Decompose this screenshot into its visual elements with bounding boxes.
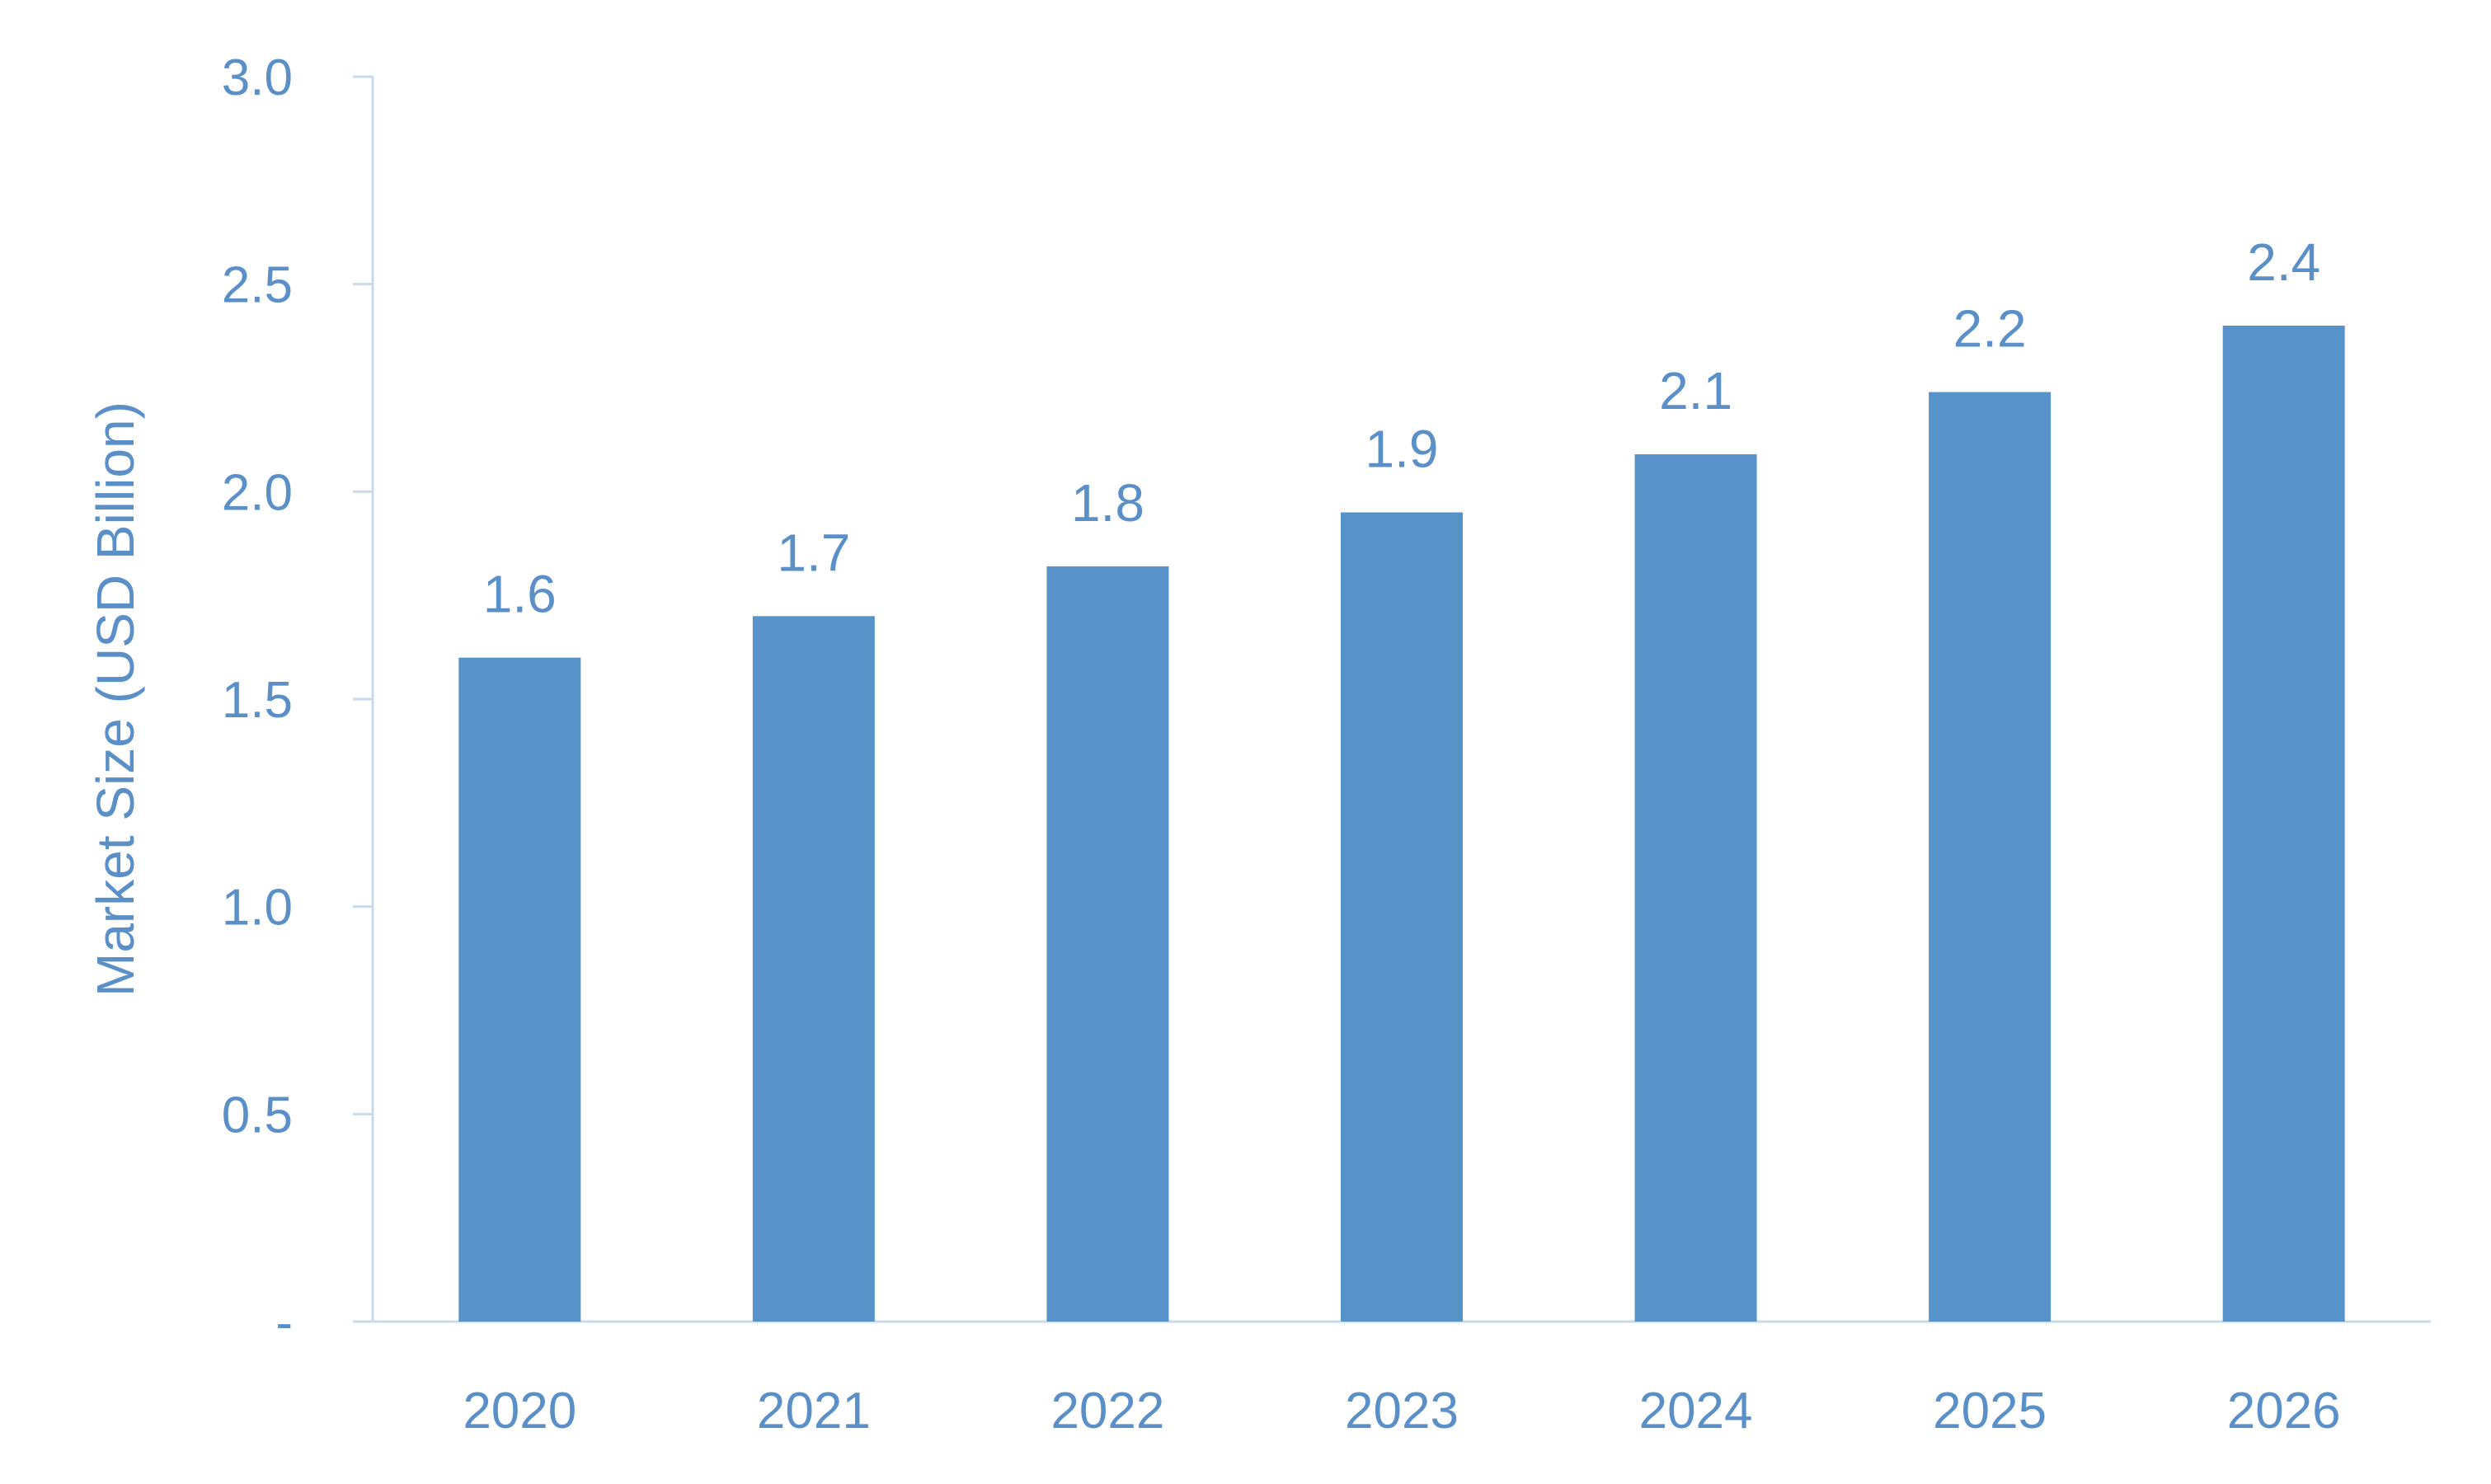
data-label: 2.2 (1953, 299, 2027, 359)
y-tick-label: - (275, 1294, 293, 1351)
data-label: 1.7 (777, 523, 850, 582)
data-labels: 1.6 1.7 1.8 1.9 2.1 2.2 2.4 (483, 232, 2320, 624)
x-tick-label: 2024 (1639, 1383, 1753, 1439)
data-label: 1.9 (1365, 420, 1439, 479)
x-axis-labels: 2020 2021 2022 2023 2024 2025 2026 (463, 1383, 2340, 1439)
y-tick-label: 0.5 (222, 1087, 293, 1144)
x-tick-label: 2026 (2227, 1383, 2341, 1439)
bar (2222, 326, 2345, 1322)
y-tick-label: 3.0 (222, 49, 293, 106)
bar (752, 616, 875, 1322)
bar (1929, 392, 2052, 1322)
x-tick-label: 2020 (463, 1383, 576, 1439)
bar (458, 657, 581, 1322)
y-tick-label: 1.0 (222, 880, 293, 937)
bar (1634, 454, 1757, 1322)
bars (458, 326, 2345, 1322)
y-tick-label: 2.5 (222, 257, 293, 314)
x-tick-label: 2023 (1345, 1383, 1459, 1439)
x-tick-label: 2022 (1050, 1383, 1164, 1439)
y-tick-label: 2.0 (222, 464, 293, 521)
y-axis-ticks: - 0.5 1.0 1.5 2.0 2.5 3.0 (222, 49, 373, 1351)
data-label: 1.6 (483, 565, 557, 624)
data-label: 1.8 (1071, 473, 1144, 533)
data-label: 2.4 (2247, 232, 2320, 292)
x-tick-label: 2021 (757, 1383, 871, 1439)
bar (1341, 512, 1463, 1322)
x-tick-label: 2025 (1933, 1383, 2047, 1439)
y-tick-label: 1.5 (222, 672, 293, 729)
y-axis-title: Market Size (USD Billion) (86, 402, 145, 997)
bar (1046, 566, 1169, 1322)
data-label: 2.1 (1659, 361, 1732, 420)
